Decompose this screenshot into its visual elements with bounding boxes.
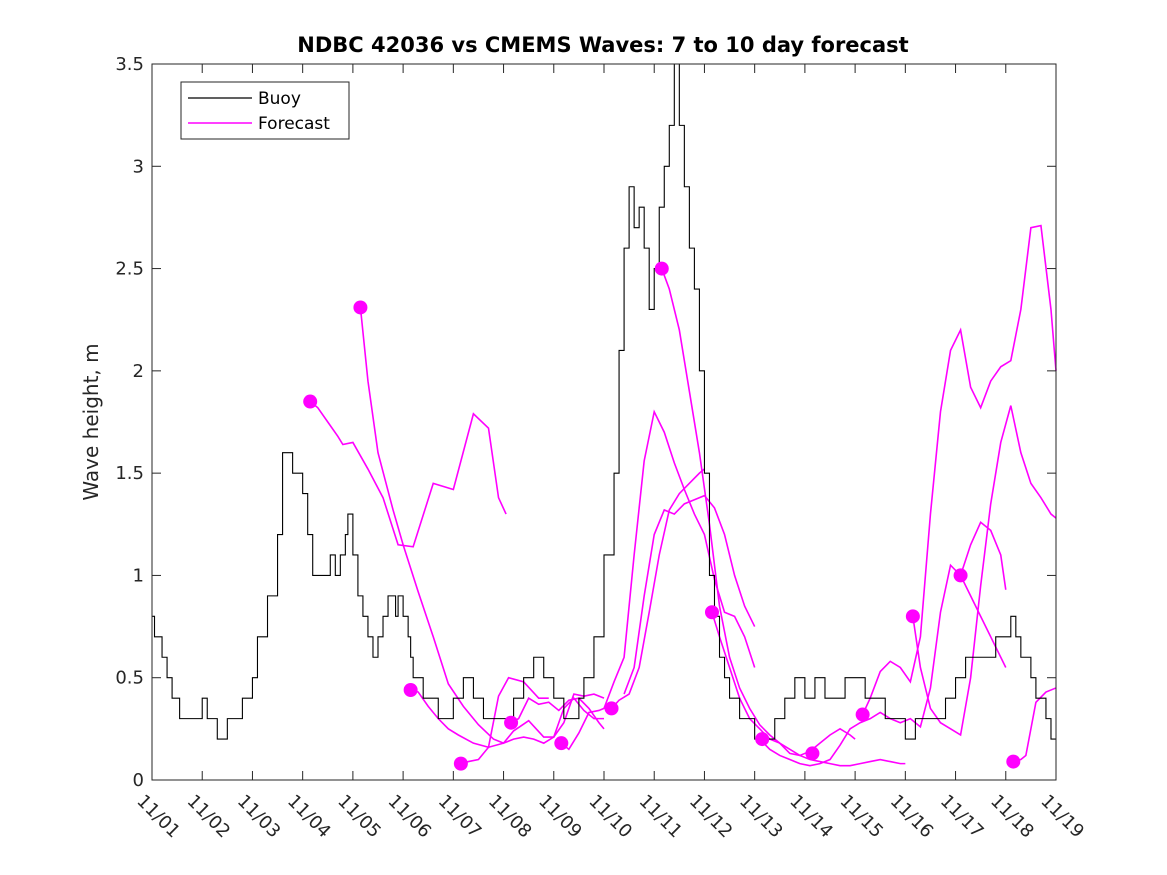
forecast-series-line-8 [623, 494, 756, 695]
legend-forecast-label: Forecast [258, 114, 330, 134]
forecast-start-marker [554, 736, 569, 751]
x-tick-label: 11/16 [886, 791, 938, 843]
x-tick-label: 11/12 [685, 791, 737, 843]
y-tick-label: 0 [133, 770, 144, 791]
x-tick-label: 11/13 [735, 791, 787, 843]
chart-title: NDBC 42036 vs CMEMS Waves: 7 to 10 day f… [297, 33, 908, 57]
x-tick-label: 11/17 [936, 791, 988, 843]
x-tick-label: 11/05 [333, 791, 385, 843]
forecast-start-marker [403, 682, 418, 697]
forecast-start-marker [504, 715, 519, 730]
x-tick-label: 11/02 [183, 791, 235, 843]
legend: Buoy Forecast [180, 81, 350, 140]
y-tick-label: 2.5 [115, 259, 144, 280]
forecast-start-marker [453, 756, 468, 771]
forecast-series-line-1 [309, 400, 507, 548]
y-tick-label: 3 [133, 156, 144, 177]
forecast-series-line-12 [861, 224, 1057, 715]
forecast-series-line-5 [510, 697, 605, 730]
forecast-start-marker [654, 261, 669, 276]
forecast-start-marker [953, 568, 968, 583]
forecast-series-line-15 [1013, 687, 1057, 763]
forecast-series-line-6 [560, 409, 756, 751]
buoy-series-group [152, 63, 1056, 740]
forecast-series-line-4 [460, 693, 605, 765]
forecast-start-marker [755, 732, 770, 747]
forecast-start-marker [604, 701, 619, 716]
y-tick-label: 2 [133, 361, 144, 382]
legend-buoy-label: Buoy [258, 89, 301, 109]
forecast-series-group [309, 224, 1057, 767]
y-tick-label: 1.5 [115, 463, 144, 484]
forecast-series-line-9 [661, 268, 906, 767]
forecast-start-marker [704, 605, 719, 620]
forecast-series-line-7 [610, 468, 705, 709]
x-tick-label: 11/04 [283, 791, 335, 843]
x-tick-label: 11/07 [434, 791, 486, 843]
x-tick-label: 11/06 [384, 791, 436, 843]
forecast-series-line-13 [912, 405, 1057, 737]
x-tick-label: 11/10 [584, 791, 636, 843]
x-tick-label: 11/19 [1036, 791, 1088, 843]
forecast-series-line-10 [711, 612, 856, 757]
legend-box [180, 81, 350, 140]
forecast-start-marker [353, 300, 368, 315]
x-tick-label: 11/03 [233, 791, 285, 843]
y-axis-label: Wave height, m [79, 343, 103, 500]
x-tick-label: 11/09 [534, 791, 586, 843]
forecast-start-marker [303, 394, 318, 409]
x-tick-label: 11/08 [484, 791, 536, 843]
y-tick-label: 0.5 [115, 668, 144, 689]
y-axis: 0 0.5 1 1.5 2 2.5 3 3.5 [115, 54, 1056, 791]
forecast-start-marker [805, 746, 820, 761]
y-tick-label: 3.5 [115, 54, 144, 75]
forecast-start-marker [905, 609, 920, 624]
buoy-series-line [152, 63, 1056, 740]
plot-background [152, 64, 1056, 780]
y-tick-label: 1 [133, 565, 144, 586]
plot-area [152, 63, 1057, 780]
forecast-marker-group [303, 261, 1021, 771]
x-tick-label: 11/18 [986, 791, 1038, 843]
forecast-start-marker [1006, 754, 1021, 769]
x-tick-label: 11/14 [785, 791, 837, 843]
x-tick-label: 11/01 [132, 791, 184, 843]
x-tick-label: 11/15 [836, 791, 888, 843]
forecast-start-marker [855, 707, 870, 722]
forecast-series-line-14 [959, 520, 1007, 590]
x-tick-label: 11/11 [635, 791, 687, 843]
